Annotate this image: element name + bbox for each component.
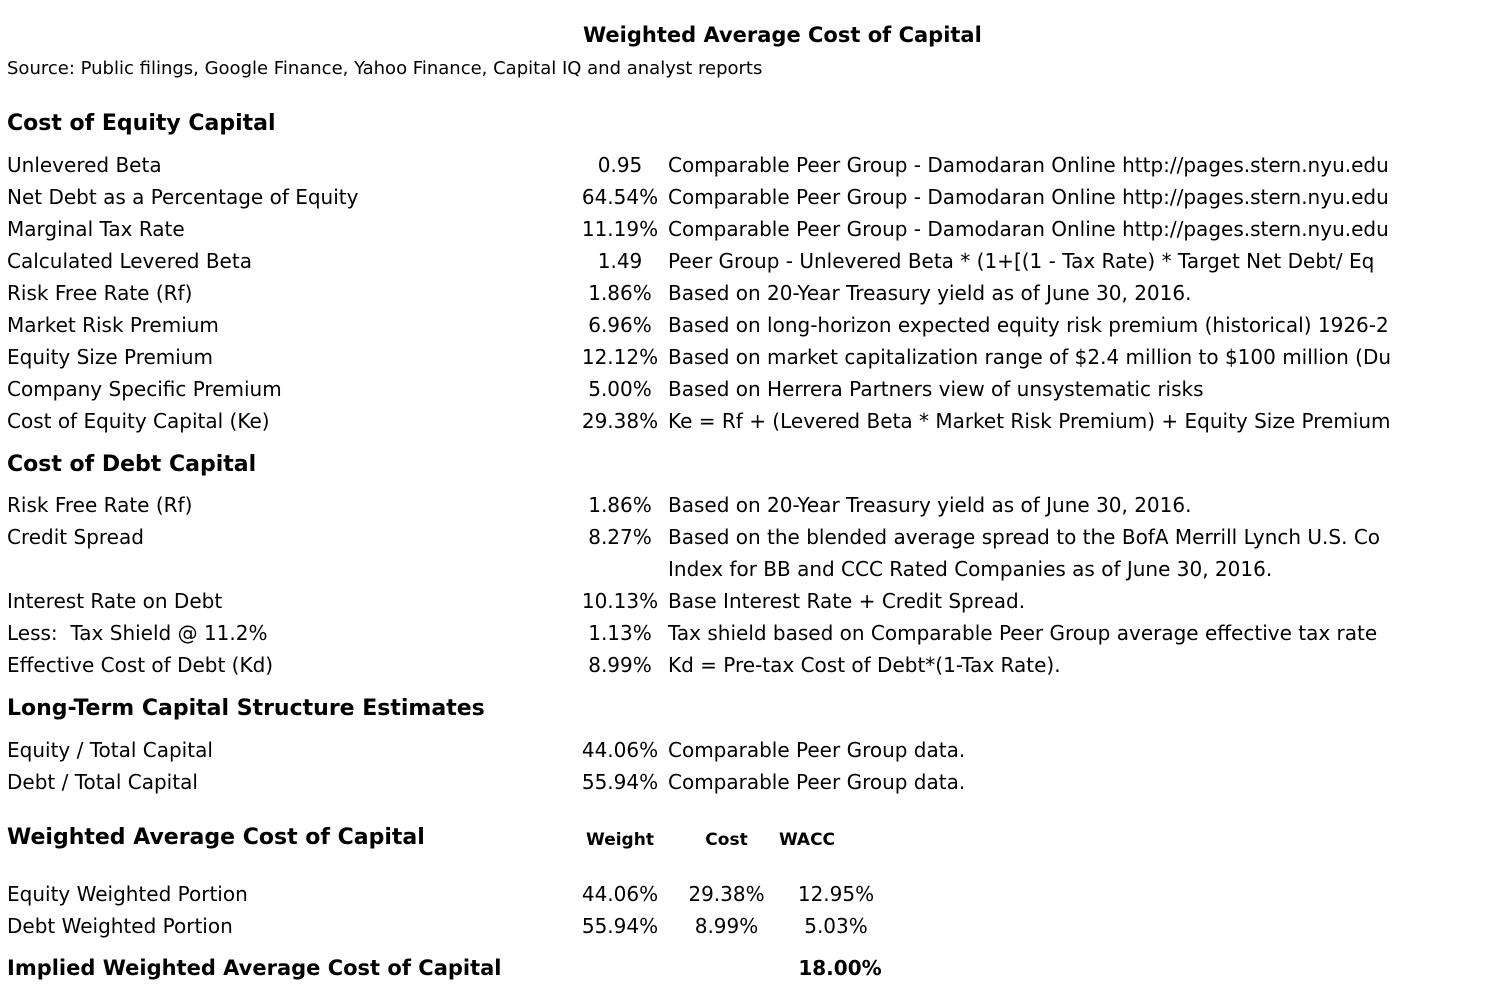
column-header-wacc: WACC xyxy=(778,830,836,850)
table-row: Equity / Total Capital 44.06% Comparable… xyxy=(0,734,1503,766)
table-row: Less: Tax Shield @ 11.2% 1.13% Tax shiel… xyxy=(0,617,1503,649)
row-note: Index for BB and CCC Rated Companies as … xyxy=(668,557,1273,581)
wacc-column-headers: Weight Cost WACC xyxy=(0,824,1503,856)
table-row: Unlevered Beta 0.95 Comparable Peer Grou… xyxy=(0,149,1503,181)
implied-wacc-value: 18.00% xyxy=(798,956,882,980)
row-label: Risk Free Rate (Rf) xyxy=(7,493,193,517)
table-row: Effective Cost of Debt (Kd) 8.99% Kd = P… xyxy=(0,649,1503,681)
row-value: 1.49 xyxy=(597,249,643,273)
table-row: Company Specific Premium 5.00% Based on … xyxy=(0,373,1503,405)
source-note: Source: Public filings, Google Finance, … xyxy=(7,58,763,79)
row-note: Based on long-horizon expected equity ri… xyxy=(668,313,1389,337)
section-heading-cost-of-debt: Cost of Debt Capital xyxy=(7,452,257,477)
row-value-weight: 55.94% xyxy=(581,914,659,938)
row-note: Comparable Peer Group data. xyxy=(668,770,966,794)
table-row: Credit Spread 8.27% Based on the blended… xyxy=(0,521,1503,553)
row-label: Unlevered Beta xyxy=(7,153,162,177)
column-header-weight: Weight xyxy=(586,830,654,850)
row-note: Comparable Peer Group - Damodaran Online… xyxy=(668,185,1389,209)
table-row: Index for BB and CCC Rated Companies as … xyxy=(0,553,1503,585)
row-value: 8.27% xyxy=(588,525,652,549)
row-label: Credit Spread xyxy=(7,525,144,549)
row-label: Risk Free Rate (Rf) xyxy=(7,281,193,305)
table-row: Debt Weighted Portion 55.94% 8.99% 5.03% xyxy=(0,910,1503,942)
row-value: 10.13% xyxy=(581,589,659,613)
row-note: Peer Group - Unlevered Beta * (1+[(1 - T… xyxy=(668,249,1375,273)
row-label: Effective Cost of Debt (Kd) xyxy=(7,653,274,677)
table-row: Debt / Total Capital 55.94% Comparable P… xyxy=(0,766,1503,798)
row-note: Kd = Pre-tax Cost of Debt*(1-Tax Rate). xyxy=(668,653,1061,677)
row-note: Comparable Peer Group - Damodaran Online… xyxy=(668,153,1389,177)
row-note: Based on Herrera Partners view of unsyst… xyxy=(668,377,1204,401)
row-value: 0.95 xyxy=(597,153,643,177)
row-note: Based on 20-Year Treasury yield as of Ju… xyxy=(668,493,1192,517)
table-row: Market Risk Premium 6.96% Based on long-… xyxy=(0,309,1503,341)
column-header-cost: Cost xyxy=(705,830,748,850)
section-heading-wacc: Weighted Average Cost of Capital xyxy=(7,825,425,850)
implied-wacc-row: Implied Weighted Average Cost of Capital… xyxy=(0,950,1503,986)
row-note: Based on 20-Year Treasury yield as of Ju… xyxy=(668,281,1192,305)
row-value-cost: 8.99% xyxy=(694,914,759,938)
row-label: Interest Rate on Debt xyxy=(7,589,223,613)
row-label: Calculated Levered Beta xyxy=(7,249,252,273)
row-label: Equity Weighted Portion xyxy=(7,882,248,906)
row-label: Net Debt as a Percentage of Equity xyxy=(7,185,359,209)
row-label: Cost of Equity Capital (Ke) xyxy=(7,409,270,433)
row-value: 8.99% xyxy=(588,653,652,677)
table-row: Calculated Levered Beta 1.49 Peer Group … xyxy=(0,245,1503,277)
table-row: Marginal Tax Rate 11.19% Comparable Peer… xyxy=(0,213,1503,245)
page-title: Weighted Average Cost of Capital xyxy=(583,23,982,47)
row-value-wacc: 5.03% xyxy=(804,914,868,938)
table-row: Risk Free Rate (Rf) 1.86% Based on 20-Ye… xyxy=(0,489,1503,521)
row-note: Based on market capitalization range of … xyxy=(668,345,1392,369)
table-row: Interest Rate on Debt 10.13% Base Intere… xyxy=(0,585,1503,617)
row-note: Base Interest Rate + Credit Spread. xyxy=(668,589,1026,613)
row-value: 5.00% xyxy=(588,377,652,401)
table-row: Equity Size Premium 12.12% Based on mark… xyxy=(0,341,1503,373)
row-note: Based on the blended average spread to t… xyxy=(668,525,1381,549)
row-value: 12.12% xyxy=(581,345,659,369)
row-value: 55.94% xyxy=(581,770,659,794)
table-row: Equity Weighted Portion 44.06% 29.38% 12… xyxy=(0,878,1503,910)
table-row: Net Debt as a Percentage of Equity 64.54… xyxy=(0,181,1503,213)
row-label: Less: Tax Shield @ 11.2% xyxy=(7,621,268,645)
section-heading-capital-structure: Long-Term Capital Structure Estimates xyxy=(7,696,485,721)
row-value-wacc: 12.95% xyxy=(797,882,875,906)
row-value: 1.86% xyxy=(588,281,652,305)
row-label: Marginal Tax Rate xyxy=(7,217,185,241)
table-row: Cost of Equity Capital (Ke) 29.38% Ke = … xyxy=(0,405,1503,437)
row-value: 6.96% xyxy=(588,313,652,337)
row-value: 11.19% xyxy=(581,217,659,241)
implied-wacc-label: Implied Weighted Average Cost of Capital xyxy=(7,956,502,980)
row-value: 1.13% xyxy=(588,621,652,645)
row-value: 64.54% xyxy=(581,185,659,209)
row-value: 44.06% xyxy=(581,738,659,762)
row-label: Debt Weighted Portion xyxy=(7,914,233,938)
section-heading-cost-of-equity: Cost of Equity Capital xyxy=(7,111,276,136)
row-value: 1.86% xyxy=(588,493,652,517)
row-note: Ke = Rf + (Levered Beta * Market Risk Pr… xyxy=(668,409,1391,433)
row-note: Comparable Peer Group - Damodaran Online… xyxy=(668,217,1389,241)
row-note: Tax shield based on Comparable Peer Grou… xyxy=(668,621,1378,645)
row-label: Market Risk Premium xyxy=(7,313,219,337)
row-value-cost: 29.38% xyxy=(688,882,765,906)
row-value-weight: 44.06% xyxy=(581,882,659,906)
row-label: Debt / Total Capital xyxy=(7,770,198,794)
row-label: Equity / Total Capital xyxy=(7,738,213,762)
row-label: Equity Size Premium xyxy=(7,345,214,369)
row-value: 29.38% xyxy=(581,409,659,433)
table-row: Risk Free Rate (Rf) 1.86% Based on 20-Ye… xyxy=(0,277,1503,309)
row-note: Comparable Peer Group data. xyxy=(668,738,966,762)
row-label: Company Specific Premium xyxy=(7,377,282,401)
